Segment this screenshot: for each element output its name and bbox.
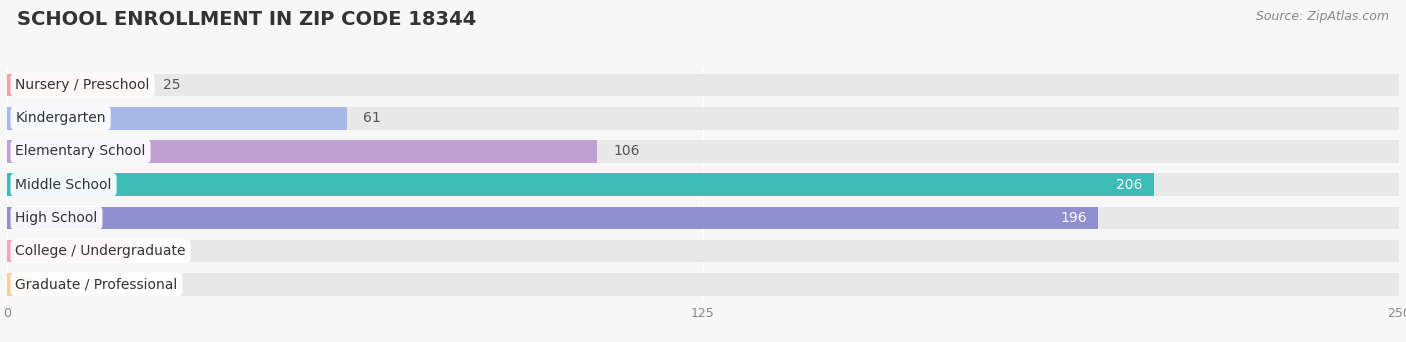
Text: Source: ZipAtlas.com: Source: ZipAtlas.com [1256,10,1389,23]
Bar [7,74,146,96]
Text: 206: 206 [1116,178,1143,192]
Text: 196: 196 [1060,211,1087,225]
Text: High School: High School [15,211,97,225]
Bar [7,273,30,295]
Bar [7,173,1399,196]
Text: 106: 106 [614,144,640,158]
Text: Nursery / Preschool: Nursery / Preschool [15,78,150,92]
Bar [7,207,1399,229]
Bar [7,240,1399,262]
Text: 0: 0 [24,277,32,291]
Bar [7,140,598,163]
Bar [7,74,1399,96]
Bar [7,273,1399,295]
Text: 61: 61 [363,111,381,125]
Bar [7,107,347,130]
Bar [7,173,1154,196]
Text: Graduate / Professional: Graduate / Professional [15,277,177,291]
Text: SCHOOL ENROLLMENT IN ZIP CODE 18344: SCHOOL ENROLLMENT IN ZIP CODE 18344 [17,10,477,29]
Text: Middle School: Middle School [15,178,111,192]
Bar [7,207,1098,229]
Text: 23: 23 [152,244,169,258]
Text: Elementary School: Elementary School [15,144,146,158]
Bar [7,140,1399,163]
Bar [7,240,135,262]
Text: Kindergarten: Kindergarten [15,111,105,125]
Text: College / Undergraduate: College / Undergraduate [15,244,186,258]
Bar [7,107,1399,130]
Text: 25: 25 [163,78,180,92]
